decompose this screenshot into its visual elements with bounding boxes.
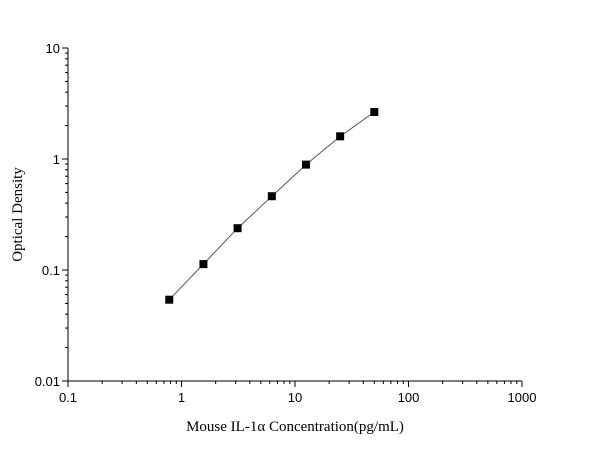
x-tick-label: 100: [398, 390, 420, 405]
data-point: [301, 160, 310, 169]
data-point: [233, 224, 242, 233]
data-point: [199, 260, 208, 269]
y-tick-label: 10: [46, 41, 60, 56]
axes: [67, 48, 522, 382]
y-tick-label: 0.1: [42, 263, 60, 278]
plot-area: [165, 108, 379, 304]
data-point: [165, 295, 174, 304]
y-tick-label: 0.01: [35, 374, 60, 389]
y-tick-label: 1: [53, 152, 60, 167]
x-tick-label: 10: [288, 390, 302, 405]
y-ticks: 0.01 0.1 1 10: [35, 41, 68, 389]
data-point: [336, 132, 345, 141]
x-tick-label: 1: [178, 390, 185, 405]
x-tick-label: 1000: [508, 390, 537, 405]
y-axis-title: Optical Density: [10, 167, 26, 262]
data-point: [267, 192, 276, 201]
x-ticks: 0.1 1 10 100 1000: [59, 381, 537, 405]
x-tick-label: 0.1: [59, 390, 77, 405]
data-point: [370, 108, 379, 117]
x-axis-title: Mouse IL-1α Concentration(pg/mL): [186, 419, 404, 435]
